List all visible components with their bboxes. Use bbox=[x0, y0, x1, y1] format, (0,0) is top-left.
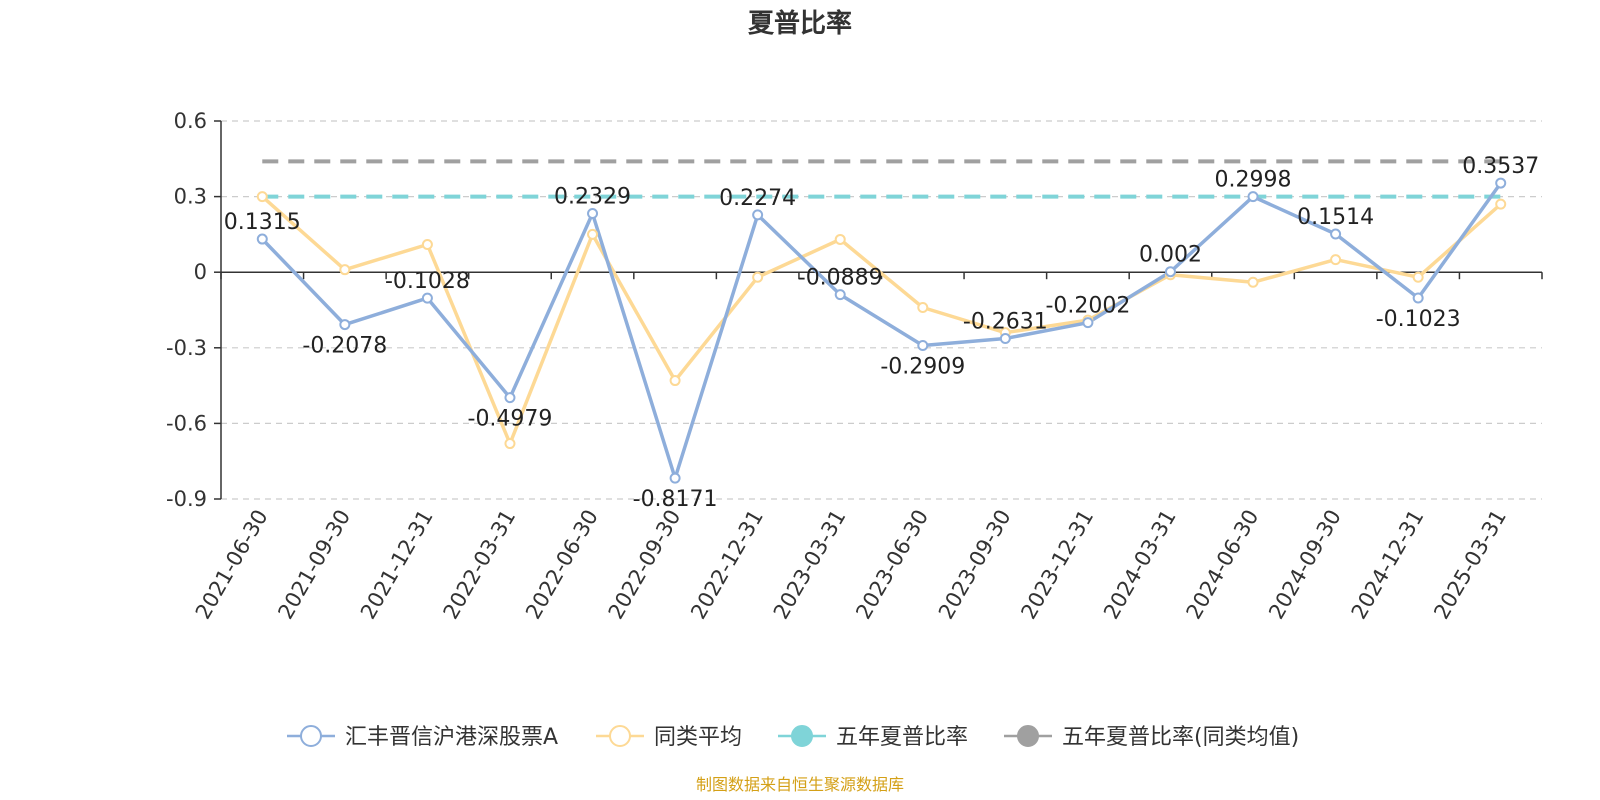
fund-line bbox=[261, 182, 1503, 480]
legend-label: 五年夏普比率 bbox=[836, 725, 968, 750]
peer-average-point bbox=[339, 264, 351, 276]
fund-point bbox=[421, 292, 433, 304]
data-label: -0.2002 bbox=[1045, 294, 1130, 319]
peer-average-point bbox=[752, 271, 764, 283]
legend-five-year-peer: 五年夏普比率(同类均值) bbox=[1004, 725, 1299, 750]
data-label: 0.1315 bbox=[224, 210, 301, 235]
y-tick-label: -0.9 bbox=[166, 487, 207, 511]
fund-point bbox=[1330, 228, 1342, 240]
data-label: -0.1028 bbox=[385, 269, 470, 294]
x-tick-label: 2021-12-31 bbox=[356, 506, 438, 624]
legend-marker-circle bbox=[1017, 725, 1039, 747]
x-tick-label: 2021-06-30 bbox=[191, 506, 273, 624]
grid-lines bbox=[221, 120, 1542, 500]
fund-point bbox=[1082, 317, 1094, 329]
y-tick-label: 0 bbox=[194, 260, 207, 284]
legend-marker-circle bbox=[609, 725, 631, 747]
x-tick-label: 2022-09-30 bbox=[604, 506, 686, 624]
source-note: 制图数据来自恒生聚源数据库 bbox=[696, 775, 904, 794]
legend: 汇丰晋信沪港深股票A 同类平均 五年夏普比率 五年夏普比率(同类均值) bbox=[287, 725, 1299, 750]
x-tick-label: 2024-06-30 bbox=[1182, 506, 1264, 624]
data-points bbox=[256, 177, 1507, 484]
x-tick-label: 2024-09-30 bbox=[1264, 506, 1346, 624]
fund-point bbox=[752, 209, 764, 221]
data-label: -0.4979 bbox=[468, 407, 553, 432]
peer-average-point bbox=[587, 228, 599, 240]
y-tick-label: -0.3 bbox=[166, 336, 207, 360]
peer-average-point bbox=[256, 191, 268, 203]
data-label: 0.2998 bbox=[1215, 168, 1292, 193]
data-label: -0.2909 bbox=[880, 355, 965, 380]
legend-label: 汇丰晋信沪港深股票A bbox=[345, 725, 558, 750]
fund-point bbox=[834, 289, 846, 301]
data-label: -0.2631 bbox=[963, 310, 1048, 335]
series-lines bbox=[261, 182, 1503, 480]
fund-point bbox=[999, 333, 1011, 345]
fund-point bbox=[917, 340, 929, 352]
peer-average-line bbox=[261, 195, 1502, 446]
x-tick-label: 2022-12-31 bbox=[686, 506, 768, 624]
peer-average-point bbox=[1412, 271, 1424, 283]
data-label: -0.8171 bbox=[633, 487, 718, 512]
peer-average-point bbox=[504, 438, 516, 450]
legend-marker-circle bbox=[791, 725, 813, 747]
data-label: -0.0889 bbox=[798, 266, 883, 291]
fund-point bbox=[587, 208, 599, 220]
x-tick-label: 2023-06-30 bbox=[851, 506, 933, 624]
legend-label: 同类平均 bbox=[654, 725, 742, 750]
data-labels: 0.1315 -0.2078 -0.1028 -0.4979 0.2329 -0.8171… bbox=[224, 154, 1539, 512]
x-tick-label: 2024-03-31 bbox=[1099, 506, 1181, 624]
axes bbox=[214, 120, 1543, 500]
reference-lines bbox=[262, 159, 1501, 199]
fund-point bbox=[1495, 177, 1507, 189]
chart-title: 夏普比率 bbox=[748, 8, 852, 39]
fund-point bbox=[1247, 191, 1259, 203]
fund-point bbox=[1164, 266, 1176, 278]
y-tick-label: 0.6 bbox=[174, 109, 207, 133]
fund-point bbox=[256, 233, 268, 245]
data-label: 0.2329 bbox=[554, 185, 631, 210]
data-label: 0.2274 bbox=[719, 186, 796, 211]
peer-average-point bbox=[1330, 254, 1342, 266]
peer-average-point bbox=[421, 238, 433, 250]
x-tick-label: 2024-12-31 bbox=[1347, 506, 1429, 624]
y-tick-label: 0.3 bbox=[174, 185, 207, 209]
peer-average-point bbox=[917, 301, 929, 313]
data-label: 0.002 bbox=[1139, 243, 1202, 268]
peer-average-point bbox=[834, 233, 846, 245]
data-label: -0.1023 bbox=[1376, 307, 1461, 332]
fund-point bbox=[1412, 292, 1424, 304]
data-label: 0.1514 bbox=[1297, 205, 1374, 230]
y-tick-label: -0.6 bbox=[166, 411, 207, 435]
legend-marker-circle bbox=[300, 725, 322, 747]
x-tick-label: 2023-09-30 bbox=[934, 506, 1016, 624]
x-tick-label: 2021-09-30 bbox=[273, 506, 355, 624]
legend-label: 五年夏普比率(同类均值) bbox=[1062, 725, 1299, 750]
legend-fund: 汇丰晋信沪港深股票A bbox=[287, 725, 558, 750]
legend-five-year: 五年夏普比率 bbox=[778, 725, 968, 750]
fund-point bbox=[669, 472, 681, 484]
peer-average-point bbox=[669, 375, 681, 387]
x-tick-label: 2022-03-31 bbox=[438, 506, 520, 624]
peer-average-point bbox=[1495, 198, 1507, 210]
x-tick-label: 2025-03-31 bbox=[1429, 506, 1511, 624]
x-tick-label: 2023-03-31 bbox=[769, 506, 851, 624]
y-axis-tick-labels: 0.6 0.3 0 -0.3 -0.6 -0.9 bbox=[166, 109, 207, 511]
data-label: 0.3537 bbox=[1462, 154, 1539, 179]
fund-point bbox=[504, 392, 516, 404]
fund-point bbox=[339, 319, 351, 331]
x-tick-label: 2023-12-31 bbox=[1016, 506, 1098, 624]
data-label: -0.2078 bbox=[302, 334, 387, 359]
peer-average-point bbox=[1247, 276, 1259, 288]
x-axis-tick-labels: 2021-06-30 2021-09-30 2021-12-31 2022-03-31… bbox=[191, 506, 1511, 624]
x-tick-label: 2022-06-30 bbox=[521, 506, 603, 624]
legend-peer-average: 同类平均 bbox=[596, 725, 742, 750]
